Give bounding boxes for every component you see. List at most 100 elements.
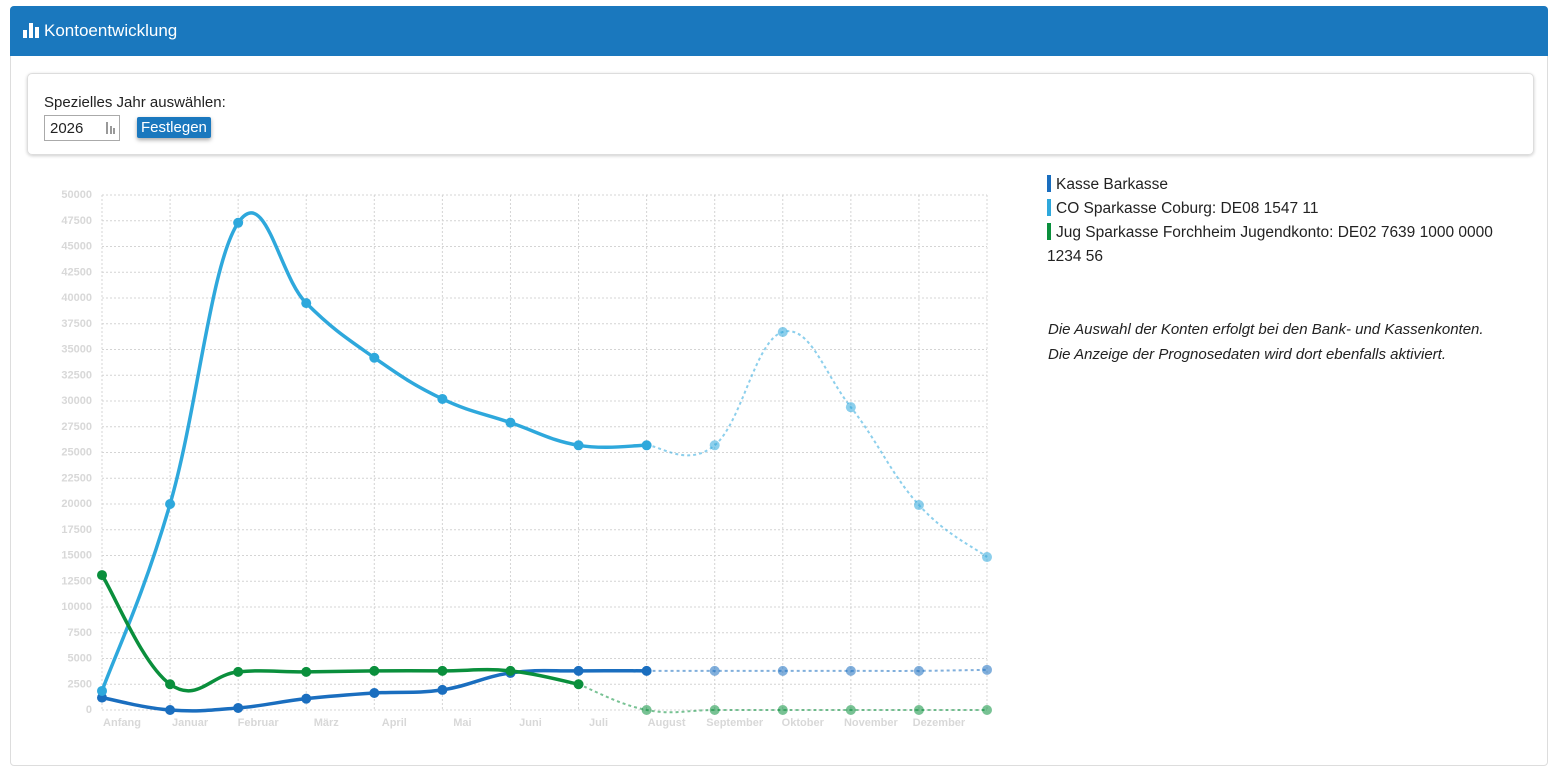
- x-tick-label: August: [648, 717, 686, 729]
- point: [709, 705, 720, 715]
- y-tick-label: 2500: [68, 678, 92, 690]
- y-tick-label: 42500: [61, 266, 92, 278]
- y-tick-label: 15000: [61, 550, 92, 562]
- y-tick-label: 35000: [61, 344, 92, 356]
- point: [97, 570, 107, 581]
- y-tick-label: 7500: [68, 627, 92, 639]
- forecast-line: [646, 668, 988, 672]
- point: [369, 688, 380, 699]
- point: [573, 440, 584, 451]
- y-tick-label: 25000: [61, 447, 92, 459]
- y-tick-label: 47500: [61, 215, 92, 227]
- point: [913, 500, 924, 511]
- x-tick-label: April: [382, 717, 407, 729]
- y-tick-label: 27500: [61, 421, 92, 433]
- point: [301, 693, 312, 704]
- y-tick-label: 40000: [61, 292, 92, 304]
- y-tick-label: 10000: [61, 601, 92, 613]
- point: [97, 685, 107, 696]
- chart-icon: [23, 23, 39, 38]
- legend-item[interactable]: Jug Sparkasse Forchheim Jugendkonto: DE0…: [1047, 221, 1527, 269]
- point: [233, 217, 244, 228]
- y-tick-label: 37500: [61, 318, 92, 330]
- y-tick-label: 0: [86, 704, 92, 716]
- forecast-line: [646, 330, 988, 558]
- panel-header: Kontoentwicklung: [10, 6, 1548, 56]
- x-tick-label: Januar: [172, 717, 209, 729]
- x-tick-label: Mai: [453, 717, 471, 729]
- point: [982, 705, 992, 715]
- chart: 0 2500 5000 7500 10000 12500 15000 17500 20000 22…: [61, 189, 992, 729]
- spinner: [106, 122, 115, 134]
- point: [709, 665, 720, 676]
- point: [982, 664, 992, 675]
- point: [165, 679, 176, 690]
- note-line: Die Anzeige der Prognosedaten wird dort …: [1048, 346, 1446, 363]
- legend-label: CO Sparkasse Coburg: DE08 1547 11: [1056, 200, 1319, 217]
- point: [845, 665, 856, 676]
- point: [369, 665, 380, 676]
- point: [845, 705, 856, 715]
- legend-item[interactable]: Kasse Barkasse: [1047, 173, 1527, 197]
- point: [845, 402, 856, 413]
- point: [641, 440, 652, 451]
- point: [301, 298, 312, 309]
- y-tick-label: 12500: [61, 575, 92, 587]
- point: [641, 705, 652, 715]
- point: [437, 393, 448, 404]
- set-button[interactable]: Festlegen: [137, 117, 211, 138]
- point: [369, 352, 380, 363]
- year-value: 2026: [50, 120, 84, 137]
- legend-swatch: [1047, 199, 1051, 216]
- legend: Kasse Barkasse CO Sparkasse Coburg: DE08 …: [1047, 173, 1527, 269]
- point: [913, 665, 924, 676]
- year-form: Spezielles Jahr auswählen: 2026 Festlege…: [27, 73, 1534, 155]
- point: [437, 684, 448, 695]
- point: [913, 705, 924, 715]
- point: [777, 705, 788, 715]
- y-tick-label: 5000: [68, 653, 92, 665]
- year-label: Spezielles Jahr auswählen:: [44, 94, 226, 111]
- body: Kontoentwicklung Spezielles Jahr auswähl…: [10, 6, 1548, 766]
- x-tick-label: Februar: [238, 717, 280, 729]
- note: Die Auswahl der Konten erfolgt bei den B…: [1048, 317, 1484, 367]
- point: [165, 499, 176, 509]
- legend-swatch: [1047, 175, 1051, 192]
- year-input[interactable]: 2026: [44, 115, 120, 141]
- point: [505, 417, 516, 428]
- x-tick-label: Oktober: [782, 717, 825, 729]
- point: [709, 440, 720, 451]
- point: [505, 665, 516, 676]
- point: [777, 326, 788, 337]
- y-tick-label: 20000: [61, 498, 92, 510]
- x-tick-label: Juni: [519, 717, 542, 729]
- y-tick-label: 50000: [61, 189, 92, 201]
- y-tick-label: 45000: [61, 241, 92, 253]
- point: [233, 702, 244, 713]
- legend-item[interactable]: CO Sparkasse Coburg: DE08 1547 11: [1047, 197, 1527, 221]
- point: [301, 666, 312, 677]
- y-tick-label: 30000: [61, 395, 92, 407]
- x-tick-label: November: [844, 717, 899, 729]
- legend-label: Kasse Barkasse: [1056, 176, 1168, 193]
- point: [641, 665, 652, 676]
- legend-swatch: [1047, 223, 1051, 240]
- y-tick-label: 22500: [61, 472, 92, 484]
- point: [573, 679, 584, 690]
- x-tick-label: Anfang: [103, 717, 141, 729]
- point: [777, 665, 788, 676]
- legend-label: Jug Sparkasse Forchheim Jugendkonto: DE0…: [1047, 224, 1493, 265]
- panel-title: Kontoentwicklung: [44, 21, 178, 40]
- point: [165, 705, 176, 715]
- point: [982, 552, 992, 563]
- point: [573, 665, 584, 676]
- x-tick-label: Dezember: [913, 717, 966, 729]
- x-tick-label: März: [314, 717, 340, 729]
- page: Kontoentwicklung {"header": {"title": "K…: [10, 6, 1548, 766]
- y-tick-label: 17500: [61, 524, 92, 536]
- point: [233, 666, 244, 677]
- note-line: Die Auswahl der Konten erfolgt bei den B…: [1048, 321, 1484, 338]
- x-tick-label: September: [706, 717, 764, 729]
- y-tick-label: 32500: [61, 369, 92, 381]
- point: [437, 665, 448, 676]
